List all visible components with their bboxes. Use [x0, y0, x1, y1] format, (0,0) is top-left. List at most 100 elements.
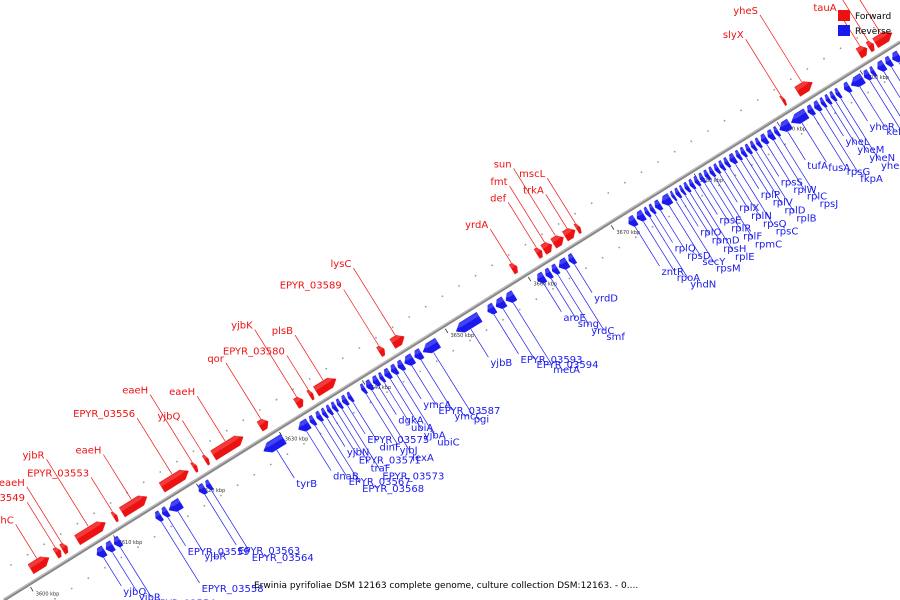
gene-forward-eaeh[interactable]: [118, 495, 148, 518]
gene-forward-fmt[interactable]: [540, 242, 553, 255]
gene-reverse-ubia[interactable]: [378, 371, 387, 383]
gene-reverse-rpld[interactable]: [744, 143, 754, 155]
gene-reverse-secy[interactable]: [661, 193, 674, 206]
gene-reverse-dnab[interactable]: [298, 418, 312, 432]
gene-reverse-rplr[interactable]: [698, 172, 707, 184]
gene-forward-epyr_03580[interactable]: [306, 389, 315, 401]
gene-reverse-yhev[interactable]: [869, 66, 878, 78]
gene-forward-epyr_03653[interactable]: [872, 31, 893, 49]
gene-reverse-epyr_03563[interactable]: [198, 483, 208, 495]
gene-reverse-yjbr[interactable]: [168, 497, 184, 512]
gene-reverse-rpsd[interactable]: [654, 199, 664, 211]
gene-reverse-epyr_03559[interactable]: [161, 506, 171, 518]
gene-reverse-rplf[interactable]: [703, 169, 712, 181]
gene-reverse-epyr_03594[interactable]: [495, 296, 508, 310]
gene-reverse-yjbq[interactable]: [96, 545, 108, 558]
gene-reverse-epyr_03575[interactable]: [341, 394, 350, 406]
gene-forward-slyx[interactable]: [779, 95, 788, 106]
gene-reverse-fkpa[interactable]: [813, 100, 823, 112]
gene-reverse-taud[interactable]: [877, 59, 888, 72]
gene-reverse-pgi[interactable]: [422, 337, 442, 354]
gene-reverse-epyr_03587[interactable]: [404, 353, 417, 366]
gene-reverse-tauc[interactable]: [884, 55, 895, 68]
gene-reverse-rplv[interactable]: [739, 146, 749, 158]
gene-forward-lysc[interactable]: [389, 334, 405, 349]
gene-forward-epyr_03652[interactable]: [865, 40, 875, 53]
gene-reverse-yhem[interactable]: [824, 93, 833, 105]
gene-reverse-smf[interactable]: [558, 257, 571, 270]
gene-reverse-rpsg[interactable]: [807, 104, 817, 116]
gene-reverse-smg[interactable]: [544, 267, 554, 280]
gene-reverse-epyr_03558[interactable]: [154, 510, 164, 522]
gene-reverse-traf[interactable]: [330, 401, 340, 413]
gene-reverse-rpsc[interactable]: [729, 152, 739, 165]
gene-reverse-rpss[interactable]: [754, 137, 763, 149]
gene-reverse-ymca[interactable]: [397, 359, 407, 372]
gene-reverse-meta[interactable]: [505, 290, 518, 303]
gene-forward-eaeh[interactable]: [190, 461, 199, 473]
gene-reverse-yjbj[interactable]: [359, 383, 369, 395]
gene-forward-yjbr[interactable]: [74, 521, 106, 546]
gene-reverse-rpmd[interactable]: [678, 184, 687, 196]
gene-reverse-dgka[interactable]: [372, 375, 382, 387]
gene-reverse-zntr[interactable]: [628, 214, 639, 227]
gene-forward-plsb[interactable]: [313, 377, 337, 397]
gene-reverse-tyrb[interactable]: [263, 433, 287, 453]
gene-reverse-yjbr[interactable]: [105, 540, 116, 553]
gene-reverse-yhdn[interactable]: [643, 206, 652, 218]
gene-reverse-lexa[interactable]: [365, 379, 375, 391]
gene-reverse-epyr_03571[interactable]: [325, 404, 335, 416]
gene-reverse-fusa[interactable]: [791, 108, 810, 124]
gene-reverse-rplw[interactable]: [760, 133, 770, 145]
gene-reverse-epyr_03554[interactable]: [113, 535, 124, 548]
gene-forward-mscl[interactable]: [573, 223, 582, 235]
gene-reverse-tufa[interactable]: [779, 118, 793, 132]
gene-reverse-slyd[interactable]: [863, 69, 873, 81]
gene-reverse-rpoa[interactable]: [636, 209, 647, 222]
gene-reverse-rplx[interactable]: [713, 163, 722, 175]
gene-reverse-rpsq[interactable]: [723, 156, 732, 168]
gene-reverse-epyr_03593[interactable]: [487, 302, 498, 315]
gene-reverse-rple[interactable]: [688, 178, 697, 190]
gene-reverse-epyr_03573[interactable]: [335, 398, 344, 410]
gene-reverse-aroe[interactable]: [537, 271, 548, 284]
gene-reverse-yher[interactable]: [843, 81, 853, 94]
gene-forward-sun[interactable]: [550, 235, 564, 249]
gene-forward-yjbq[interactable]: [201, 454, 211, 466]
gene-forward-taua[interactable]: [855, 45, 868, 59]
gene-forward-eaeh[interactable]: [59, 542, 69, 555]
gene-reverse-yjba[interactable]: [383, 367, 393, 380]
gene-reverse-yjbb[interactable]: [455, 311, 483, 333]
gene-reverse-epyr_03567[interactable]: [308, 414, 318, 427]
gene-reverse-yrdc[interactable]: [551, 263, 561, 275]
gene-reverse-rpsm[interactable]: [669, 190, 678, 202]
gene-reverse-rplc[interactable]: [767, 129, 777, 141]
gene-forward-yrda[interactable]: [508, 262, 518, 275]
gene-reverse-rpsh[interactable]: [683, 181, 692, 193]
gene-forward-epyr_03549[interactable]: [52, 547, 62, 559]
gene-forward-trka[interactable]: [561, 228, 576, 242]
gene-reverse-rplb[interactable]: [749, 140, 758, 152]
gene-reverse-rplp[interactable]: [734, 149, 744, 161]
gene-reverse-yheo[interactable]: [834, 87, 843, 99]
gene-reverse-rpmc[interactable]: [708, 166, 717, 178]
gene-forward-epyr_03553[interactable]: [110, 511, 119, 523]
gene-forward-def[interactable]: [533, 247, 543, 259]
gene-reverse-rplq[interactable]: [648, 203, 657, 215]
gene-reverse-yrdd[interactable]: [568, 253, 578, 265]
gene-reverse-yjbn[interactable]: [320, 407, 330, 419]
gene-reverse-epyr_03564[interactable]: [205, 479, 214, 491]
gene-reverse-ymcc[interactable]: [414, 348, 425, 361]
gene-reverse-rplo[interactable]: [674, 187, 683, 199]
gene-forward-epyr_03589[interactable]: [376, 345, 386, 358]
gene-forward-yhes[interactable]: [794, 81, 813, 97]
gene-forward-yjbk[interactable]: [293, 396, 304, 409]
gene-forward-epyr_03556[interactable]: [158, 469, 189, 493]
gene-reverse-kefb[interactable]: [850, 73, 866, 88]
gene-reverse-rpse[interactable]: [693, 175, 702, 187]
gene-forward-adhc[interactable]: [27, 556, 50, 575]
gene-forward-eaeh[interactable]: [210, 435, 244, 461]
gene-reverse-dinf[interactable]: [346, 391, 355, 403]
gene-reverse-rpsj[interactable]: [773, 125, 782, 137]
gene-reverse-ubic[interactable]: [390, 363, 400, 376]
